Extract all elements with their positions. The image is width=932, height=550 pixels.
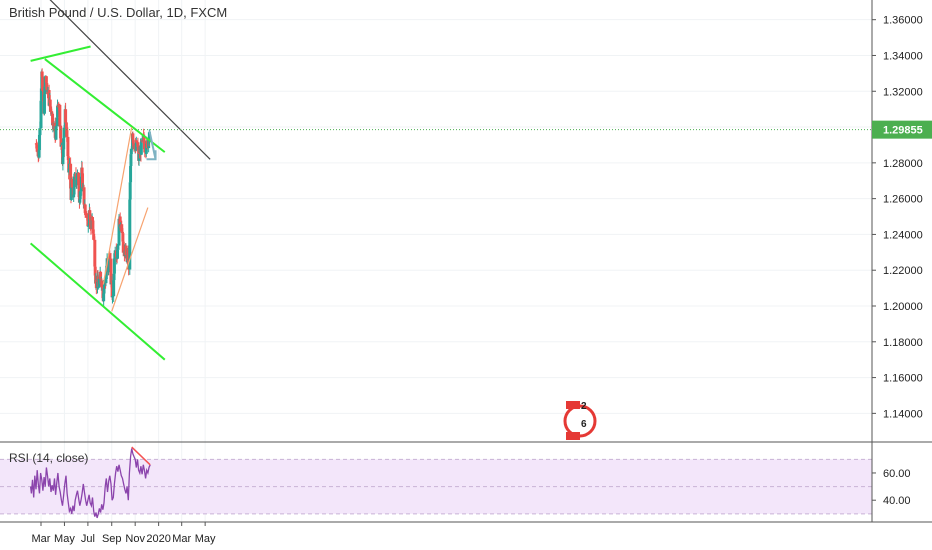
candle [58,103,62,127]
rsi-title: RSI (14, close) [9,451,88,465]
price-tick-label: 1.34000 [883,50,923,62]
top-left-green-line[interactable] [30,45,91,62]
current-price-label: 1.29855 [883,125,923,137]
price-axis[interactable]: 1.360001.340001.320001.300001.280001.260… [872,15,923,421]
time-axis[interactable]: Mar May Jul Sep Nov 2020 Mar May [32,522,217,545]
rsi-tick-label: 60.00 [883,468,911,480]
candle [61,156,65,171]
trend-drawings [0,0,872,515]
grid-lines [0,0,872,522]
candle [107,265,111,271]
time-tick-label: Sep [102,533,122,545]
candle [54,124,58,140]
price-tick-label: 1.26000 [883,194,923,206]
rsi-divergence-line[interactable] [131,446,151,466]
chart-title: British Pound / U.S. Dollar, 1D, FXCM [9,5,227,20]
price-tick-label: 1.28000 [883,158,923,170]
rsi-axis[interactable]: 60.00 40.00 [872,468,911,507]
candle [116,245,120,256]
projection-arrow[interactable] [148,130,157,160]
candle [41,74,45,92]
price-tick-label: 1.14000 [883,408,923,420]
time-tick-label: May [54,533,75,545]
price-tick-label: 1.36000 [883,15,923,27]
candle [55,117,59,131]
badge-bottom-number: 6 [581,419,587,430]
event-badge[interactable]: 2 6 [563,401,597,440]
candle [56,99,60,119]
orange-lower-line[interactable] [111,207,149,312]
rsi-tick-label: 40.00 [883,495,911,507]
price-tick-label: 1.24000 [883,229,923,241]
time-tick-label: 2020 [146,533,170,545]
time-tick-label: Jul [81,533,95,545]
price-tick-label: 1.16000 [883,373,923,385]
orange-upper-line[interactable] [102,126,133,285]
time-tick-label: Mar [32,533,51,545]
candle [143,143,147,158]
rsi-series [29,446,151,519]
time-tick-label: Mar [172,533,191,545]
projection-arrow-head [146,150,157,161]
time-tick-label: Nov [125,533,145,545]
candle [92,230,96,241]
lower-channel-line[interactable] [29,242,166,361]
candle [70,176,74,188]
long-black-trendline[interactable] [31,0,211,160]
upper-channel-line[interactable] [44,58,166,153]
candle [128,193,132,275]
price-tick-label: 1.22000 [883,265,923,277]
candle [100,278,104,288]
candle [134,136,138,152]
price-tick-label: 1.18000 [883,337,923,349]
price-tick-label: 1.32000 [883,86,923,98]
rsi-line [29,448,151,519]
time-tick-label: May [195,533,216,545]
current-price-tag: 1.29855 [872,120,932,139]
price-tick-label: 1.20000 [883,301,923,313]
candle [62,125,66,142]
candles [34,68,151,308]
badge-top-number: 2 [581,401,587,412]
candle [78,189,82,205]
